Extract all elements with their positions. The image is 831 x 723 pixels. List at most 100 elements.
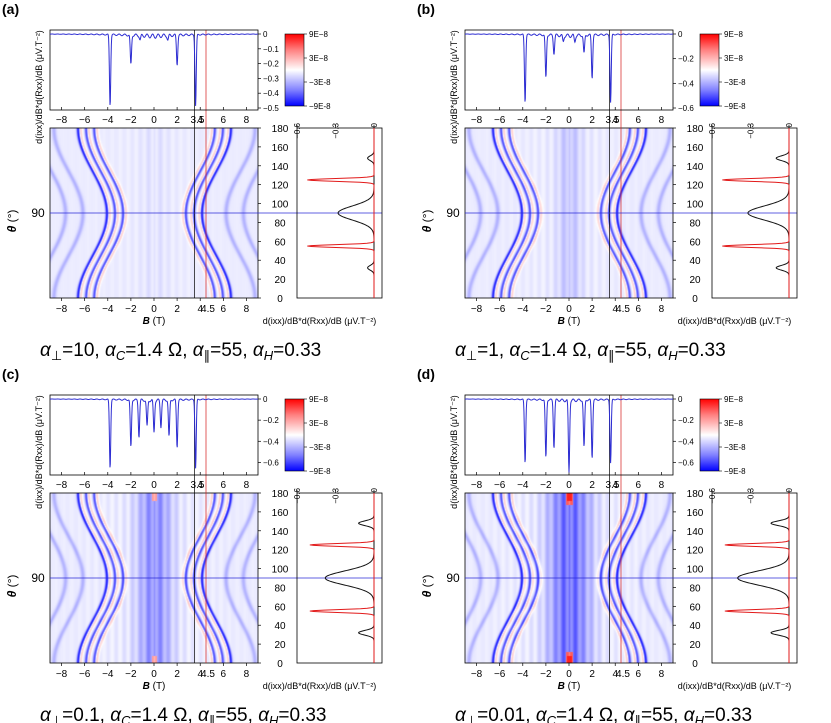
x-tick-label: −2 [125,669,137,680]
top-curve [464,398,674,473]
theta-marker-label: 90 [446,571,460,585]
colorbar-tick-label: −9E-8 [309,102,331,111]
top-y-tick-label: −0.6 [263,458,279,467]
theta-tick-label: 60 [689,602,701,613]
theta-tick-label: 100 [272,200,289,211]
theta-tick-label: 80 [274,218,286,229]
top-x-tick-label: 8 [244,480,250,491]
x-tick-label: −6 [494,669,506,680]
theta-tick-label: 20 [689,275,701,286]
x-tick-label: 0 [151,669,157,680]
colorbar-tick-label: 9E−8 [309,30,328,39]
theta-tick-label: 120 [687,546,704,557]
x-tick-label: 8 [244,304,250,315]
top-x-tick-label: −8 [471,115,483,126]
colorbar [284,33,305,107]
top-y-axis-label: d(ixx)/dB*d(Rxx)/dB (μV.T⁻²) [34,30,44,144]
theta-tick-label: 60 [274,237,286,248]
panel-c: (c) −8 −8 −6 −6 −4 −4 −2 −2 0 0 2 2 4 4 6 6 8 8 3.5 4.5 B (T)… [2,366,383,723]
top-x-tick-label: 6 [636,115,642,126]
top-x-tick-label: 2 [174,115,180,126]
top-x-tick-label: −4 [102,115,114,126]
x-tick-label: 4 [612,304,618,315]
top-curve [464,33,674,103]
top-curve [49,33,259,106]
x-tick-label: −4 [517,304,529,315]
right-plot-frame [296,492,383,664]
x-tick-label: 4 [197,669,203,680]
colorbar [284,398,305,472]
right-x-tick-label: −0.6 [293,122,302,138]
x-tick-label: 8 [244,669,250,680]
top-x-tick-extra: 3.5 [190,115,204,126]
right-curve-red [307,128,375,298]
colorbar-tick-label: −3E-8 [724,78,746,87]
top-y-axis-label: d(ixx)/dB*d(Rxx)/dB (μV.T⁻²) [449,30,459,144]
top-x-tick-label: 0 [566,115,572,126]
x-tick-label: 0 [566,669,572,680]
theta-tick-label: 20 [274,640,286,651]
theta-tick-label: 100 [687,565,704,576]
top-x-tick-label: 0 [151,115,157,126]
right-curve-red [722,128,790,298]
top-y-tick-label: 0 [263,30,268,39]
x-axis-label: B (T) [558,316,581,327]
right-x-tick-label: 0 [370,122,379,127]
top-y-tick-label: −0.1 [263,45,279,54]
x-tick-label: −2 [540,304,552,315]
x-tick-label: −4 [102,304,114,315]
colorbar-tick-label: 3E−8 [724,54,743,63]
top-y-tick-label: −0.2 [263,60,279,69]
theta-tick-label: 180 [687,124,704,135]
top-x-tick-extra: 3.5 [190,480,204,491]
top-x-tick-label: 0 [566,480,572,491]
theta-tick-label: 80 [689,218,701,229]
right-x-tick-label: −0.3 [332,487,341,503]
x-tick-label: 6 [221,669,227,680]
theta-tick-label: 140 [687,527,704,538]
panel-d: (d) −8 −8 −6 −6 −4 −4 −2 −2 0 0 2 2 4 4 6 6 8 8 3.5 4.5 B (T)… [417,366,798,723]
colorbar-tick-label: 3E−8 [309,419,328,428]
right-x-axis-label: d(ixx)/dB*d(Rxx)/dB (μV.T⁻²) [263,316,377,326]
theta-tick-label: 160 [687,508,704,519]
theta-tick-label: 0 [692,294,698,305]
right-x-axis-label: d(ixx)/dB*d(Rxx)/dB (μV.T⁻²) [678,681,792,691]
top-x-tick-label: −2 [540,115,552,126]
top-x-tick-label: −8 [56,115,68,126]
x-axis-label: B (T) [143,681,166,692]
top-plot-frame [49,394,259,476]
x-tick-label: −4 [517,669,529,680]
right-plot-frame [711,127,798,299]
top-x-tick-label: 8 [244,115,250,126]
theta-tick-label: 20 [689,640,701,651]
x-tick-label: −8 [471,669,483,680]
x-tick-label: 2 [589,669,595,680]
right-curve-black [747,128,790,298]
x-tick-label: 0 [151,304,157,315]
panel-caption: α⊥=0.01, αC=1.4 Ω, α∥=55, αH=0.33 [455,705,752,723]
panel-label: (b) [417,1,435,17]
top-plot-frame [464,394,674,476]
top-y-tick-label: −0.4 [263,437,279,446]
right-x-tick-label: −0.3 [747,487,756,503]
top-x-tick-label: 0 [151,480,157,491]
colorbar-tick-label: 3E−8 [309,54,328,63]
top-y-axis-label: d(ixx)/dB*d(Rxx)/dB (μV.T⁻²) [449,395,459,509]
colorbar-tick-label: −3E-8 [724,443,746,452]
panel-caption: α⊥=10, αC=1.4 Ω, α∥=55, αH=0.33 [40,340,321,363]
theta-tick-label: 60 [689,237,701,248]
colorbar-tick-label: 9E−8 [724,395,743,404]
colorbar [699,398,720,472]
top-y-tick-label: −0.2 [678,55,694,64]
theta-tick-label: 0 [277,659,283,670]
y-axis-label: θ (°) [5,575,19,598]
top-x-tick-label: 2 [589,115,595,126]
y-axis-label: θ (°) [420,575,434,598]
right-x-tick-label: 0 [370,487,379,492]
top-x-tick-label: 4 [612,115,618,126]
x-tick-label: 2 [174,669,180,680]
x-tick-label: 2 [174,304,180,315]
top-y-tick-label: −0.2 [678,416,694,425]
top-x-tick-label: −2 [540,480,552,491]
top-x-tick-label: 4 [197,480,203,491]
